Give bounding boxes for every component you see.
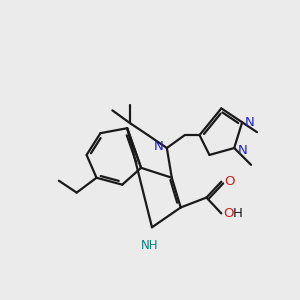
Text: NH: NH [141,239,159,252]
Text: N: N [238,143,248,157]
Text: H: H [233,207,243,220]
Text: N: N [245,116,255,129]
Text: N: N [154,140,164,152]
Text: O: O [223,207,234,220]
Text: O: O [224,175,235,188]
